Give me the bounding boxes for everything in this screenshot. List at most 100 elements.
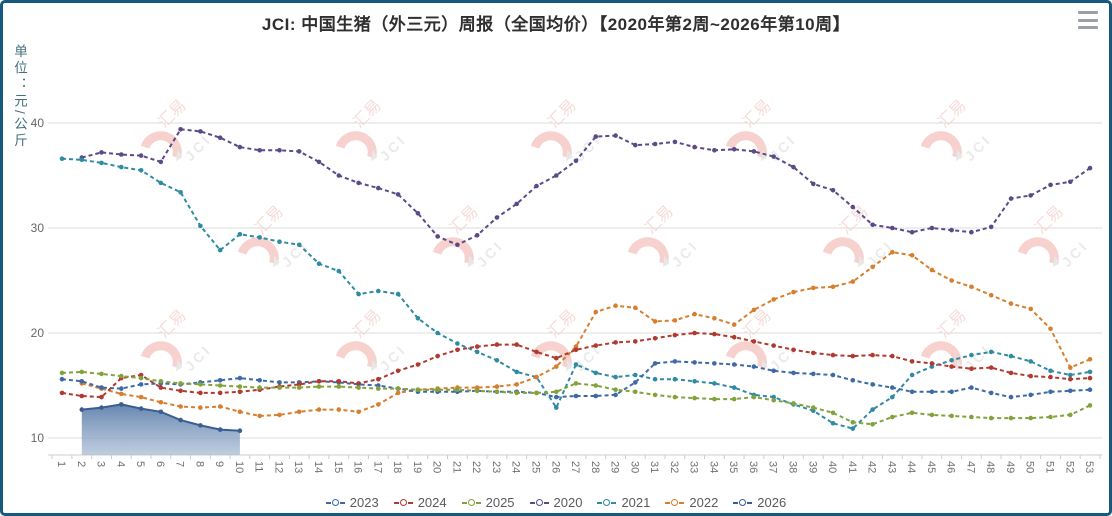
data-point: [909, 359, 915, 364]
legend-item-2022[interactable]: 2022: [665, 495, 718, 510]
hamburger-menu-icon[interactable]: [1076, 9, 1100, 31]
data-point: [99, 405, 104, 410]
data-point: [751, 307, 757, 313]
data-point: [672, 318, 678, 323]
svg-text:30: 30: [31, 221, 45, 235]
data-point: [751, 394, 757, 400]
data-point: [949, 358, 954, 363]
legend-item-2021[interactable]: 2021: [597, 495, 650, 510]
svg-text:45: 45: [925, 461, 937, 473]
data-point: [751, 339, 757, 344]
data-point: [158, 379, 164, 384]
svg-text:20: 20: [31, 326, 45, 340]
data-point: [59, 156, 65, 161]
data-point: [296, 409, 302, 415]
data-point: [593, 309, 599, 315]
svg-text:33: 33: [688, 461, 700, 473]
legend-item-2024[interactable]: 2024: [393, 495, 447, 510]
data-point: [731, 147, 737, 152]
data-point: [316, 407, 322, 412]
data-point: [534, 390, 539, 396]
data-point: [415, 362, 421, 367]
svg-text:37: 37: [767, 461, 779, 473]
series-2026-line: [79, 402, 243, 455]
svg-text:10: 10: [233, 461, 245, 473]
svg-text:44: 44: [905, 461, 917, 473]
data-point: [99, 371, 104, 377]
data-point: [178, 381, 183, 386]
data-point: [791, 401, 796, 406]
legend-item-2026[interactable]: 2026: [733, 495, 786, 510]
data-point: [494, 358, 500, 363]
data-point: [138, 375, 144, 381]
data-point: [1048, 182, 1053, 188]
data-point: [870, 352, 875, 358]
data-point: [435, 387, 440, 393]
data-point: [692, 311, 697, 317]
legend-marker-icon: [529, 499, 549, 506]
svg-text:27: 27: [569, 461, 581, 473]
data-point: [1068, 412, 1073, 418]
svg-text:24: 24: [510, 461, 522, 473]
data-point: [909, 389, 915, 395]
data-point: [237, 384, 243, 389]
data-point: [356, 291, 361, 297]
data-point: [929, 389, 935, 395]
data-point: [178, 404, 183, 409]
svg-text:7: 7: [174, 461, 186, 467]
data-point: [712, 331, 717, 337]
data-point: [356, 385, 361, 390]
svg-text:32: 32: [668, 461, 680, 473]
data-point: [336, 379, 342, 384]
data-point: [1028, 359, 1033, 364]
data-point: [1068, 372, 1073, 378]
data-point: [296, 149, 302, 154]
data-point: [237, 144, 243, 150]
data-point: [830, 372, 836, 378]
data-point: [1068, 388, 1073, 394]
data-point: [830, 187, 836, 193]
legend-item-2025[interactable]: 2025: [461, 495, 515, 510]
legend: 2023 2024 2025 2020 2021 2022 2026: [0, 495, 1112, 510]
data-point: [395, 192, 401, 197]
data-point: [494, 384, 500, 389]
data-point: [198, 129, 203, 134]
data-point: [988, 415, 994, 421]
data-point: [712, 381, 717, 386]
svg-text:2: 2: [75, 461, 87, 467]
data-point: [969, 385, 974, 390]
data-point: [217, 427, 223, 432]
data-point: [1048, 326, 1053, 332]
svg-text:1: 1: [55, 461, 67, 467]
data-point: [316, 261, 322, 267]
legend-label: 2025: [485, 495, 515, 510]
data-point: [890, 385, 895, 390]
legend-marker-icon: [733, 499, 753, 506]
svg-text:50: 50: [1024, 461, 1036, 473]
data-point: [59, 370, 65, 376]
data-point: [158, 385, 164, 390]
svg-text:40: 40: [826, 461, 838, 473]
data-point: [376, 386, 381, 391]
legend-item-2023[interactable]: 2023: [325, 495, 379, 510]
data-point: [534, 349, 539, 355]
data-point: [119, 402, 124, 407]
data-point: [257, 413, 263, 419]
data-point: [237, 375, 243, 381]
data-point: [217, 378, 223, 383]
data-point: [850, 279, 856, 284]
data-point: [929, 361, 935, 366]
data-point: [494, 342, 500, 347]
legend-item-2020[interactable]: 2020: [529, 495, 582, 510]
data-point: [119, 386, 124, 391]
data-point: [593, 343, 599, 348]
data-point: [554, 355, 559, 361]
data-point: [672, 394, 678, 400]
data-point: [988, 224, 994, 230]
data-point: [1068, 179, 1073, 185]
data-point: [731, 385, 737, 390]
svg-text:25: 25: [529, 461, 541, 473]
data-point: [79, 379, 85, 384]
data-point: [672, 332, 678, 338]
data-point: [811, 371, 816, 377]
